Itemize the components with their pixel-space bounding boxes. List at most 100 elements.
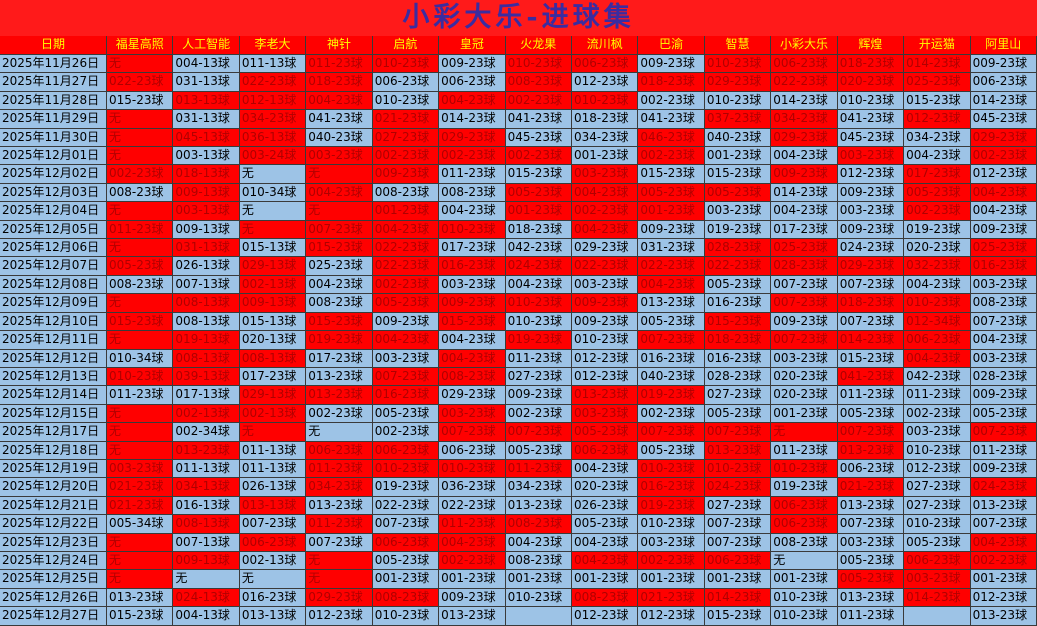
result-cell: 004-23球 bbox=[306, 275, 373, 295]
result-cell: 031-13球 bbox=[173, 73, 240, 92]
result-cell: 014-23球 bbox=[904, 55, 971, 74]
result-cell: 028-23球 bbox=[970, 367, 1037, 387]
result-cell: 013-23球 bbox=[970, 607, 1037, 626]
result-cell: 002-23球 bbox=[372, 423, 440, 442]
result-cell: 022-23球 bbox=[439, 496, 506, 516]
header-cell: 流川枫 bbox=[572, 36, 639, 55]
result-cell: 004-13球 bbox=[173, 607, 240, 626]
result-cell: 无 bbox=[107, 533, 174, 552]
date-cell: 2025年11月27日 bbox=[0, 73, 107, 92]
result-cell: 无 bbox=[239, 202, 307, 221]
result-cell: 004-23球 bbox=[439, 91, 506, 111]
result-cell: 009-23球 bbox=[572, 294, 639, 313]
result-cell: 027-23球 bbox=[904, 496, 971, 516]
result-cell: 002-23球 bbox=[970, 147, 1037, 166]
result-cell: 008-23球 bbox=[505, 551, 572, 571]
result-cell: 009-23球 bbox=[970, 386, 1037, 405]
result-cell: 016-23球 bbox=[638, 478, 705, 497]
result-cell: 006-23球 bbox=[771, 55, 838, 74]
result-cell: 016-23球 bbox=[704, 294, 772, 313]
result-cell: 016-23球 bbox=[704, 349, 772, 368]
result-cell: 002-23球 bbox=[638, 91, 705, 111]
result-cell: 027-23球 bbox=[372, 128, 440, 148]
result-cell: 010-23球 bbox=[372, 55, 440, 74]
result-cell: 005-23球 bbox=[572, 515, 639, 534]
result-cell: 005-23球 bbox=[837, 551, 905, 571]
result-cell: 004-23球 bbox=[306, 91, 373, 111]
result-cell: 012-23球 bbox=[572, 607, 639, 626]
result-cell: 001-23球 bbox=[638, 570, 705, 589]
result-cell: 无 bbox=[107, 404, 174, 424]
result-cell: 022-23球 bbox=[372, 239, 440, 258]
result-cell: 009-23球 bbox=[837, 220, 905, 240]
date-cell: 2025年12月27日 bbox=[0, 607, 107, 626]
result-cell: 026-13球 bbox=[173, 257, 240, 276]
result-cell: 015-23球 bbox=[638, 165, 705, 184]
result-cell: 008-23球 bbox=[970, 294, 1037, 313]
result-cell: 007-23球 bbox=[771, 331, 838, 350]
result-cell: 025-23球 bbox=[970, 239, 1037, 258]
result-cell: 002-23球 bbox=[904, 202, 971, 221]
result-cell: 011-23球 bbox=[970, 441, 1037, 460]
result-cell: 010-23球 bbox=[505, 294, 572, 313]
result-cell: 007-23球 bbox=[505, 423, 572, 442]
result-cell: 002-23球 bbox=[904, 404, 971, 424]
result-cell: 013-13球 bbox=[173, 91, 240, 111]
result-cell: 021-23球 bbox=[372, 110, 440, 129]
date-cell: 2025年11月30日 bbox=[0, 128, 107, 148]
result-cell: 008-23球 bbox=[107, 275, 174, 295]
result-cell: 016-23球 bbox=[638, 349, 705, 368]
result-cell: 015-23球 bbox=[837, 349, 905, 368]
date-cell: 2025年12月22日 bbox=[0, 515, 107, 534]
result-cell: 010-23球 bbox=[904, 294, 971, 313]
result-cell: 029-23球 bbox=[306, 588, 373, 608]
result-cell: 009-23球 bbox=[970, 459, 1037, 479]
result-cell: 002-34球 bbox=[173, 423, 240, 442]
result-cell: 021-23球 bbox=[837, 478, 905, 497]
result-cell: 010-23球 bbox=[904, 515, 971, 534]
result-cell: 011-23球 bbox=[771, 441, 838, 460]
result-cell: 007-23球 bbox=[239, 515, 307, 534]
result-cell: 无 bbox=[173, 570, 240, 589]
result-cell: 011-23球 bbox=[837, 386, 905, 405]
result-cell: 012-34球 bbox=[904, 312, 971, 332]
result-cell bbox=[904, 607, 971, 626]
result-cell: 010-23球 bbox=[572, 331, 639, 350]
result-cell: 002-23球 bbox=[505, 91, 572, 111]
result-cell: 004-23球 bbox=[572, 220, 639, 240]
result-cell: 018-23球 bbox=[837, 55, 905, 74]
result-cell: 031-23球 bbox=[638, 239, 705, 258]
result-cell: 无 bbox=[771, 551, 838, 571]
result-cell: 008-23球 bbox=[505, 515, 572, 534]
result-cell: 013-23球 bbox=[837, 588, 905, 608]
header-cell: 人工智能 bbox=[173, 36, 240, 55]
result-cell: 002-23球 bbox=[439, 147, 506, 166]
result-cell: 016-13球 bbox=[173, 496, 240, 516]
header-cell: 李老大 bbox=[239, 36, 307, 55]
result-cell: 019-13球 bbox=[173, 331, 240, 350]
result-cell: 011-13球 bbox=[173, 459, 240, 479]
result-cell: 006-23球 bbox=[439, 73, 506, 92]
result-cell: 011-13球 bbox=[239, 441, 307, 460]
result-cell: 020-23球 bbox=[771, 386, 838, 405]
date-cell: 2025年12月05日 bbox=[0, 220, 107, 240]
result-cell: 无 bbox=[107, 55, 174, 74]
header-cell: 火龙果 bbox=[505, 36, 572, 55]
result-cell: 005-23球 bbox=[704, 275, 772, 295]
date-cell: 2025年12月12日 bbox=[0, 349, 107, 368]
result-cell: 014-23球 bbox=[439, 110, 506, 129]
header-cell: 智慧 bbox=[704, 36, 772, 55]
result-cell: 019-23球 bbox=[704, 220, 772, 240]
result-cell: 010-23球 bbox=[505, 588, 572, 608]
result-cell: 017-13球 bbox=[173, 386, 240, 405]
result-cell: 007-23球 bbox=[372, 515, 440, 534]
table: 日期 福星高照 人工智能 李老大 神针 启航 皇冠 火龙果 流川枫 巴渝 智慧 小彩大乐 辉煌 开运猫 阿里… bbox=[0, 36, 1037, 626]
header-cell: 启航 bbox=[372, 36, 440, 55]
result-cell: 011-23球 bbox=[107, 386, 174, 405]
result-cell: 001-23球 bbox=[704, 570, 772, 589]
result-cell: 004-23球 bbox=[970, 533, 1037, 552]
date-cell: 2025年12月10日 bbox=[0, 312, 107, 332]
result-cell: 002-23球 bbox=[107, 165, 174, 184]
result-cell: 011-23球 bbox=[306, 459, 373, 479]
header-cell: 巴渝 bbox=[638, 36, 705, 55]
